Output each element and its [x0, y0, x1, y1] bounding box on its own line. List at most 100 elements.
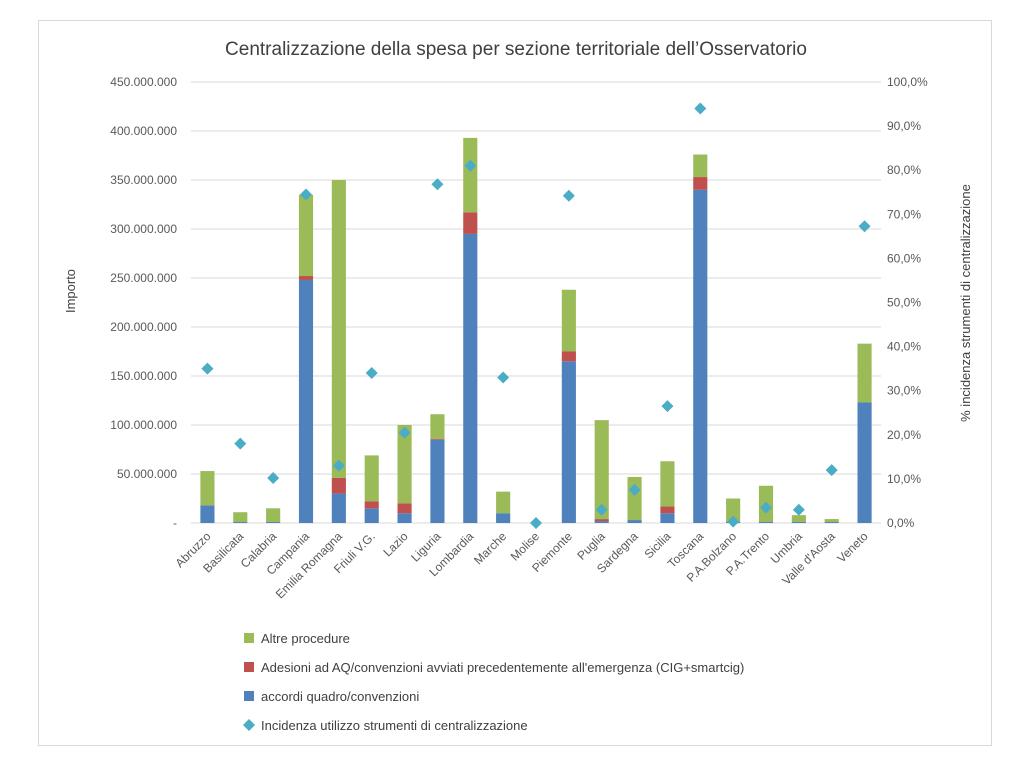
y2-axis-ticks: 0,0% 10,0% 20,0% 30,0% 40,0% 50,0% 60,0% 70,0% 8… [887, 75, 928, 530]
bar-segment-2 [627, 476, 642, 521]
incidence-marker [858, 220, 871, 233]
bar-segment-2 [266, 508, 281, 523]
bar-segment-1 [430, 438, 445, 440]
bar-segment-2 [496, 491, 511, 514]
legend-label: Altre procedure [261, 631, 350, 646]
bar-segment-2 [561, 289, 576, 352]
y-tick-label: 150.000.000 [110, 369, 177, 383]
bar-segment-1 [693, 177, 708, 190]
bar-segment-2 [430, 414, 445, 439]
bar-segment-0 [791, 522, 806, 523]
incidence-marker [530, 517, 542, 529]
incidence-marker [727, 515, 740, 528]
bar-segment-2 [594, 420, 609, 520]
bar-segment-2 [824, 519, 839, 523]
bar-segment-0 [397, 513, 412, 523]
bar-segment-0 [331, 493, 346, 523]
bar-segment-1 [660, 506, 675, 514]
incidence-marker [595, 503, 608, 516]
bar-segment-0 [463, 233, 478, 523]
legend-swatch [244, 633, 254, 643]
bar-segment-1 [463, 212, 478, 234]
y-tick-label: 300.000.000 [110, 222, 177, 236]
bar-segment-1 [561, 351, 576, 362]
legend-label: Adesioni ad AQ/convenzioni avviati prece… [261, 660, 744, 675]
bar-segment-0 [857, 402, 872, 523]
bar-segment-0 [627, 520, 642, 523]
bar-segment-2 [726, 498, 741, 523]
incidence-marker [267, 472, 280, 485]
y-tick-label: 50.000.000 [117, 467, 177, 481]
y2-tick-label: 30,0% [887, 384, 921, 398]
chart-title: Centralizzazione della spesa per sezione… [225, 39, 807, 60]
bar-segment-1 [594, 519, 609, 522]
bars [200, 137, 872, 524]
incidence-marker [365, 367, 378, 380]
bar-segment-0 [561, 361, 576, 523]
y2-tick-label: 40,0% [887, 340, 921, 354]
incidence-marker [628, 483, 641, 496]
incidence-marker [234, 437, 247, 450]
bar-segment-0 [824, 522, 839, 523]
legend-label: Incidenza utilizzo strumenti di centrali… [261, 718, 528, 733]
bar-segment-0 [430, 439, 445, 523]
bar-segment-0 [594, 521, 609, 523]
bar-segment-2 [791, 515, 806, 523]
y2-tick-label: 80,0% [887, 163, 921, 177]
y-tick-label: 450.000.000 [110, 75, 177, 89]
bar-segment-0 [758, 522, 774, 523]
y2-tick-label: 90,0% [887, 119, 921, 133]
bar-segment-2 [233, 512, 248, 523]
y2-tick-label: 20,0% [887, 428, 921, 442]
y-axis-title: Importo [63, 269, 78, 313]
y2-axis-title: % incidenza strumenti di centralizzazion… [958, 184, 973, 422]
incidence-marker [464, 159, 477, 172]
bar-segment-1 [331, 477, 346, 494]
legend-swatch [244, 691, 254, 701]
bar-segment-0 [364, 508, 379, 523]
legend-label: accordi quadro/convenzioni [261, 689, 419, 704]
y2-tick-label: 100,0% [887, 75, 928, 89]
bar-segment-1 [298, 276, 314, 280]
y-axis-ticks: - 50.000.000 100.000.000 150.000.000 200.000… [110, 75, 177, 530]
incidence-marker [562, 189, 575, 202]
bar-segment-0 [496, 513, 511, 523]
x-tick-label: Marche [471, 529, 509, 567]
y2-tick-label: 50,0% [887, 296, 921, 310]
incidence-markers [201, 102, 871, 529]
incidence-marker [431, 178, 444, 191]
chart-frame: Centralizzazione della spesa per sezione… [38, 20, 992, 746]
bar-segment-0 [660, 513, 675, 523]
incidence-marker [497, 371, 510, 384]
y2-tick-label: 0,0% [887, 516, 915, 530]
bar-segment-1 [397, 503, 412, 514]
x-tick-label: Lazio [381, 529, 411, 559]
y-tick-label: 250.000.000 [110, 271, 177, 285]
x-tick-label: Veneto [834, 529, 871, 566]
bar-segment-2 [397, 425, 412, 504]
bar-segment-0 [200, 505, 215, 523]
bar-segment-0 [266, 522, 281, 523]
y-tick-label: 200.000.000 [110, 320, 177, 334]
bar-segment-2 [693, 154, 708, 178]
bar-segment-2 [200, 471, 215, 506]
bar-segment-0 [233, 522, 248, 523]
bar-segment-0 [693, 189, 708, 524]
y-tick-label: 350.000.000 [110, 173, 177, 187]
legend-swatch [243, 719, 255, 731]
incidence-marker [661, 400, 674, 413]
bar-segment-2 [660, 461, 675, 507]
incidence-marker [332, 459, 345, 472]
legend-swatch [244, 662, 254, 672]
bar-segment-2 [298, 194, 314, 277]
incidence-marker [760, 501, 772, 514]
bar-segment-1 [364, 501, 379, 509]
y-tick-label: 100.000.000 [110, 418, 177, 432]
incidence-marker [825, 464, 838, 477]
legend: Altre procedure Adesioni ad AQ/convenzion… [243, 631, 744, 733]
bar-segment-2 [463, 137, 478, 213]
bar-segment-2 [331, 180, 346, 478]
y-tick-label: 400.000.000 [110, 124, 177, 138]
y2-tick-label: 10,0% [887, 472, 921, 486]
y2-tick-label: 60,0% [887, 251, 921, 265]
